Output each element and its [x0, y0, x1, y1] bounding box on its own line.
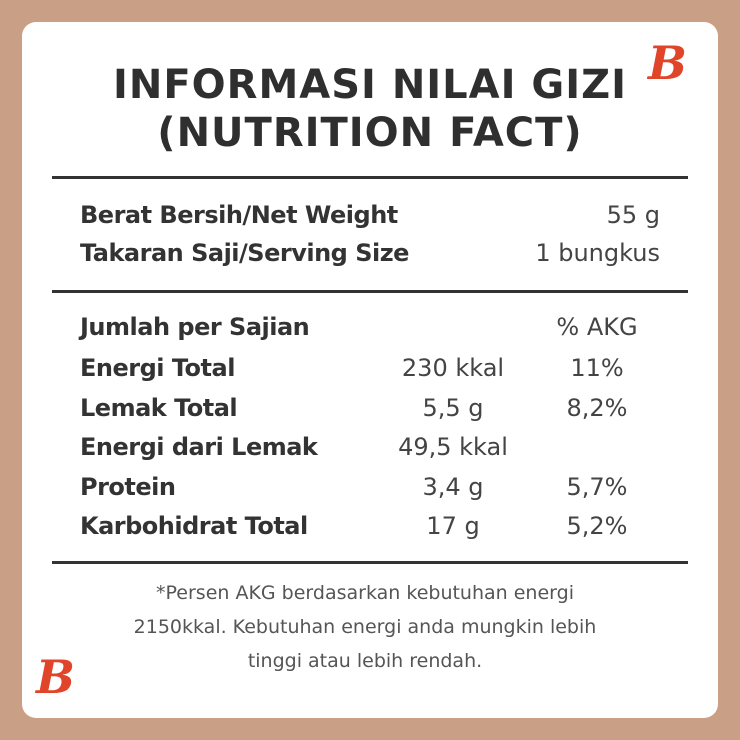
- info-value: 1 bungkus: [535, 239, 660, 267]
- title-line: INFORMASI NILAI GIZI: [112, 62, 628, 108]
- nutrient-name: Lemak Total: [80, 393, 238, 422]
- nutrient-akg: 8,2%: [566, 393, 628, 422]
- nutrient-name: Energi Total: [80, 354, 235, 382]
- footnote-line: 2150kkal. Kebutuhan energi anda mungkin …: [133, 616, 597, 638]
- nutrient-akg: 5,2%: [566, 512, 628, 540]
- nutrient-name: Karbohidrat Total: [80, 512, 308, 540]
- table-header: % AKG: [556, 313, 638, 341]
- nutrient-amount: 49,5 kkal: [398, 433, 508, 461]
- info-label: Berat Bersih/Net Weight: [80, 201, 398, 229]
- logo: B: [648, 36, 687, 90]
- footnote-line: tinggi atau lebih rendah.: [247, 650, 483, 672]
- divider: [52, 176, 688, 179]
- divider: [52, 290, 688, 293]
- table-header: Jumlah per Sajian: [80, 313, 310, 341]
- nutrient-name: Energi dari Lemak: [80, 433, 318, 461]
- nutrient-amount: 3,4 g: [422, 472, 484, 501]
- nutrient-amount: 17 g: [426, 512, 480, 540]
- nutrient-akg: 11%: [570, 354, 624, 382]
- logo: B: [36, 650, 75, 704]
- info-label: Takaran Saji/Serving Size: [80, 239, 409, 267]
- footnote-line: *Persen AKG berdasarkan kebutuhan energi: [156, 582, 574, 604]
- nutrient-amount: 230 kkal: [401, 354, 505, 382]
- divider: [52, 561, 688, 564]
- title-line: (NUTRITION FACT): [157, 110, 583, 156]
- info-value: 55 g: [606, 201, 660, 229]
- nutrient-name: Protein: [80, 472, 176, 501]
- label-card: [22, 22, 718, 718]
- nutrient-amount: 5,5 g: [422, 393, 484, 422]
- nutrient-akg: 5,7%: [566, 472, 628, 501]
